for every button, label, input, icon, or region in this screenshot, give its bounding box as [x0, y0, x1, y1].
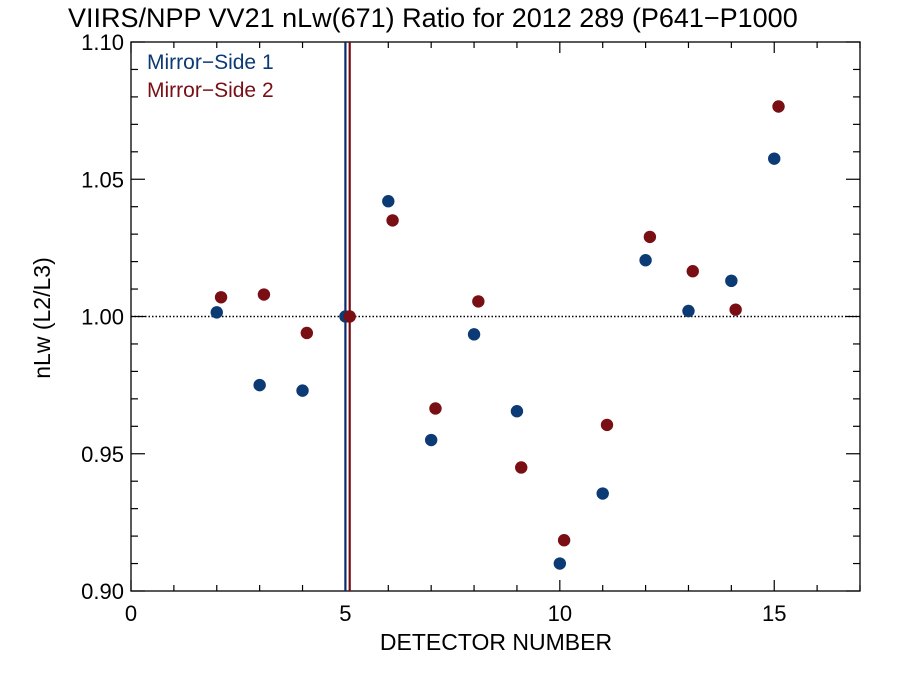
point-series-1 — [553, 557, 567, 570]
point-series-1 — [682, 304, 695, 318]
point-series-1 — [424, 433, 438, 447]
point-series-2 — [515, 461, 528, 474]
x-tick-label: 5 — [339, 601, 351, 626]
y-tick-label: 1.00 — [81, 305, 124, 330]
y-axis-label: nLw (L2/L3) — [29, 257, 55, 378]
point-series-2 — [643, 230, 657, 244]
point-series-2 — [300, 326, 314, 340]
point-series-2 — [772, 100, 785, 113]
data-points — [210, 100, 785, 570]
point-series-2 — [729, 303, 742, 316]
y-tick-label: 1.10 — [81, 30, 124, 55]
point-series-2 — [386, 214, 399, 227]
point-series-1 — [382, 195, 395, 208]
x-tick-label: 0 — [125, 601, 137, 626]
y-tick-label: 0.95 — [81, 442, 124, 467]
x-axis-label: DETECTOR NUMBER — [380, 629, 612, 655]
point-series-1 — [510, 405, 524, 418]
point-series-1 — [253, 378, 266, 392]
legend-entry-mirror-side-2: Mirror−Side 2 — [147, 79, 274, 102]
legend-entry-mirror-side-1: Mirror−Side 1 — [147, 51, 274, 74]
point-series-1 — [639, 254, 652, 267]
x-tick-label: 10 — [548, 601, 572, 626]
point-series-1 — [725, 274, 738, 288]
legend: Mirror−Side 1 Mirror−Side 2 — [147, 51, 274, 102]
point-series-2 — [600, 418, 614, 432]
y-tick-label: 0.90 — [81, 579, 124, 604]
point-series-2 — [429, 402, 442, 415]
x-axis: 0 5 10 15 — [125, 42, 861, 626]
point-series-2 — [472, 295, 485, 308]
point-series-2 — [686, 265, 699, 278]
chart-title: VIIRS/NPP VV21 nLw(671) Ratio for 2012 2… — [68, 3, 798, 33]
point-series-2 — [557, 534, 571, 547]
point-series-2 — [214, 291, 228, 304]
y-axis: 0.90 0.95 1.00 1.05 1.10 — [81, 30, 860, 604]
point-series-1 — [768, 152, 781, 165]
point-series-1 — [210, 306, 223, 319]
y-tick-label: 1.05 — [81, 167, 124, 192]
point-series-2 — [343, 310, 356, 323]
point-series-1 — [296, 384, 309, 397]
point-series-2 — [257, 288, 271, 301]
point-series-1 — [467, 328, 481, 341]
point-series-1 — [596, 487, 609, 500]
x-tick-label: 15 — [762, 601, 786, 626]
